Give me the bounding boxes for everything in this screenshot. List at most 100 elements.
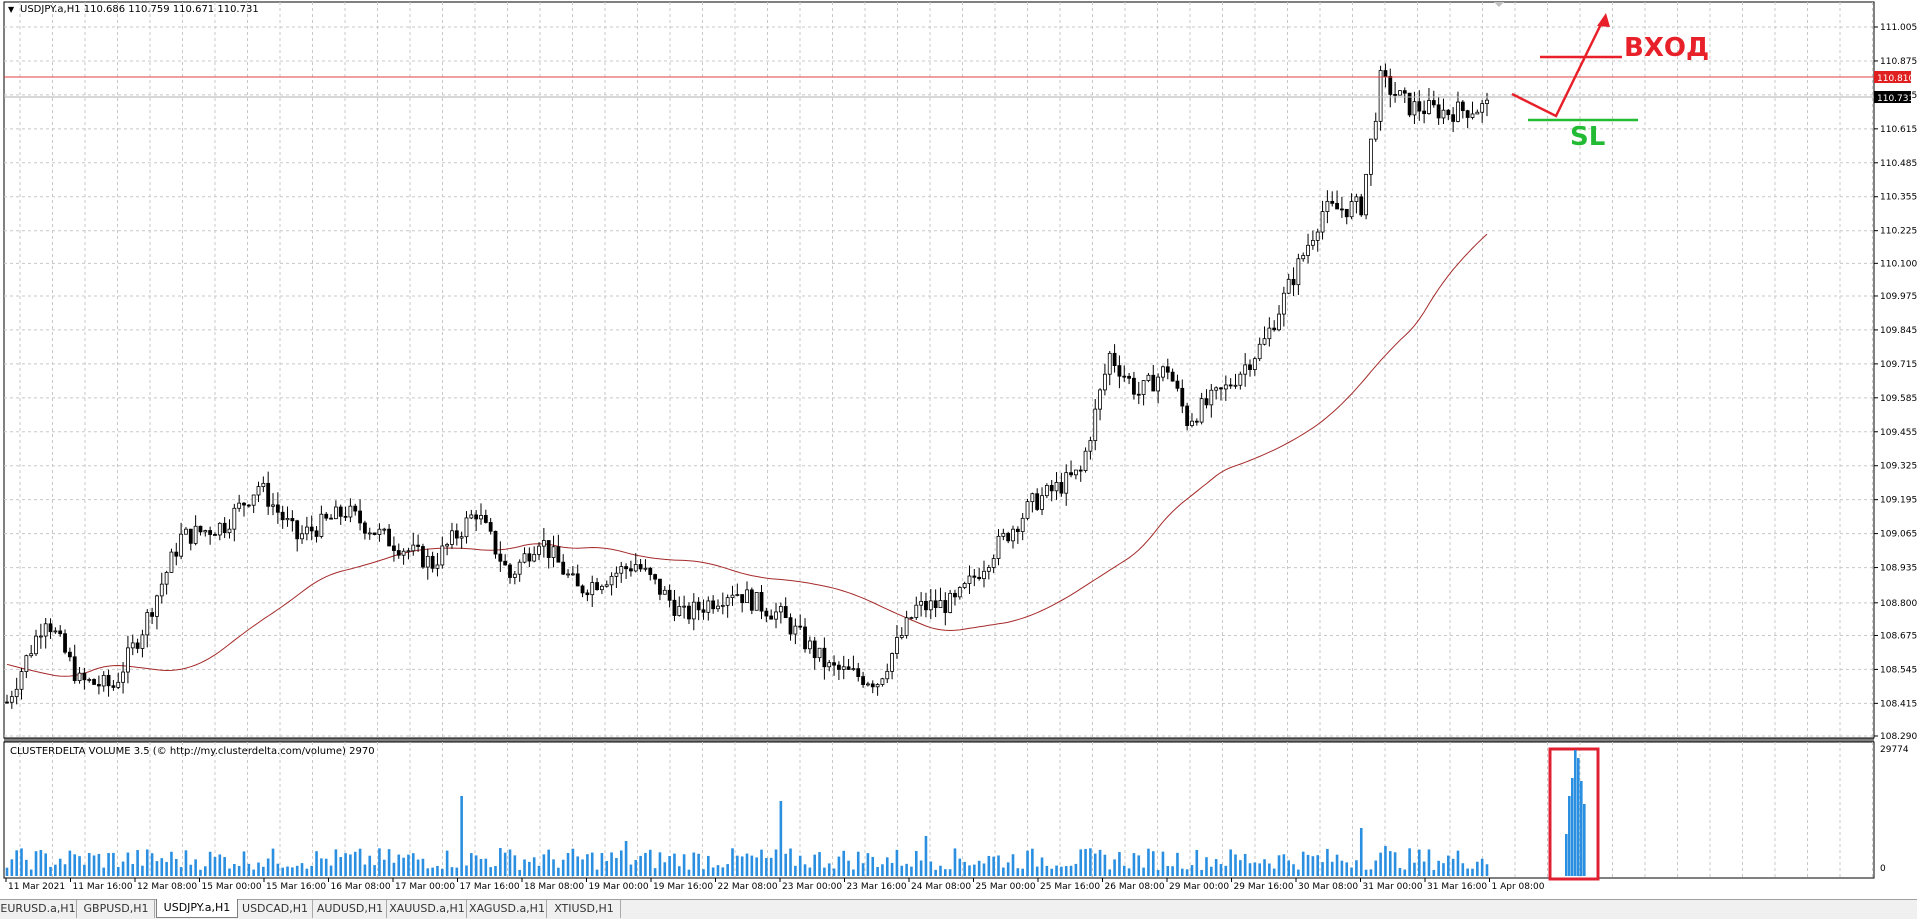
volume-bar [697,853,700,876]
candle-body [435,564,440,569]
symbol-tab[interactable]: USDJPY.a,H1 [156,899,238,918]
volume-bar [1108,869,1112,876]
volume-bar [83,864,86,876]
volume-bar [1340,860,1344,876]
volume-bar [619,850,623,876]
time-label: 30 Mar 08:00 [1298,882,1358,892]
volume-bar [1574,750,1577,876]
candle-body [9,696,14,703]
candle-body [1069,472,1073,476]
candle-body [580,585,585,594]
candle-body [1248,364,1252,370]
volume-bar [1205,857,1208,876]
candle-body [1127,375,1131,379]
symbol-tab[interactable]: GBPUSD,H1 [78,900,155,918]
candle-body [483,515,488,523]
candle-body [817,647,822,659]
symbol-tab-bar: EURUSD.a,H1 GBPUSD,H1 USDJPY.a,H1 USDCAD,H1… [0,899,1917,919]
volume-bar [1580,781,1583,876]
volume-bar [944,869,947,876]
volume-bar [1355,860,1358,876]
time-label: 11 Mar 16:00 [73,882,133,892]
volume-bar [794,865,797,876]
volume-bar [1364,869,1368,876]
price-tick-label: 109.455 [1880,428,1917,438]
candle-body [479,515,483,520]
symbol-tab[interactable]: XTIUSD,H1 [548,900,621,918]
candle-body [522,553,527,563]
volume-bar [1243,853,1247,876]
symbol-tab[interactable]: AUDUSD,H1 [314,900,387,918]
candle-body [222,522,227,534]
volume-bar [92,855,96,876]
volume-bar [223,857,226,876]
candle-body [1161,366,1165,378]
candle-body [19,671,24,690]
candle-body [155,595,159,617]
candle-body [1011,528,1015,542]
candle-body [701,609,706,613]
candle-body [353,505,358,512]
volume-bar [779,801,783,876]
candle-body [1398,90,1402,96]
candle-body [29,653,34,657]
candle-body [411,544,416,552]
volume-bar [1127,868,1131,876]
volume-bar [1074,863,1078,876]
volume-bar [1006,862,1010,876]
volume-bar [34,851,38,876]
candle-body [508,564,512,578]
candle-body [1136,393,1141,396]
candle-body [1427,100,1431,114]
candle-body [1059,482,1064,494]
candle-body [1117,365,1122,377]
entry-arrow [1511,17,1606,118]
chart-shift-icon[interactable] [1494,2,1504,7]
symbol-tab[interactable]: XAGUSD.a,H1 [468,900,547,918]
candle-body [63,633,67,653]
symbol-tab[interactable]: XAUUSD.a,H1 [388,900,467,918]
candle-body [1451,114,1456,122]
candle-body [237,502,242,509]
candle-body [1422,110,1427,114]
candle-body [1238,373,1243,386]
candle-body [1049,484,1054,492]
candle-body [1267,327,1272,340]
symbol-tab[interactable]: EURUSD.a,H1 [0,900,77,918]
time-label: 31 Mar 00:00 [1363,882,1423,892]
symbol-tab[interactable]: USDCAD,H1 [238,900,313,918]
volume-bar [10,859,14,876]
price-chart[interactable]: ▼ USDJPY.a,H1 110.686 110.759 110.671 11… [0,0,1917,899]
candle-body [372,532,377,535]
volume-bar [484,858,488,876]
volume-bar [131,864,135,876]
candle-body [1480,103,1485,113]
volume-bar [1161,851,1165,876]
volume-bar [257,862,260,876]
level-price-label: 110.810 [1877,74,1914,84]
candle-body [1349,201,1354,218]
candle-body [1431,100,1436,106]
entry-label: ВХОД [1624,33,1709,63]
chart-dropdown-icon[interactable]: ▼ [8,5,15,14]
volume-bar [1330,861,1334,876]
candle-body [401,550,406,556]
candle-body [1393,94,1398,96]
volume-bar [1384,846,1387,876]
candle-body [285,518,290,521]
volume-bar [141,865,144,876]
volume-bar [953,848,957,876]
volume-bar [1210,866,1213,876]
volume-bar [474,855,478,876]
volume-bar [1229,849,1232,876]
volume-bar [856,851,860,876]
candle-body [541,540,546,547]
candle-body [1310,239,1315,246]
candle-body [546,540,551,558]
candle-body [614,572,619,577]
chart-window[interactable]: ▼ USDJPY.a,H1 110.686 110.759 110.671 11… [0,0,1917,899]
candle-body [1006,532,1011,542]
volume-bar [1258,863,1261,876]
volume-bar [489,867,492,876]
candle-body [919,600,924,606]
